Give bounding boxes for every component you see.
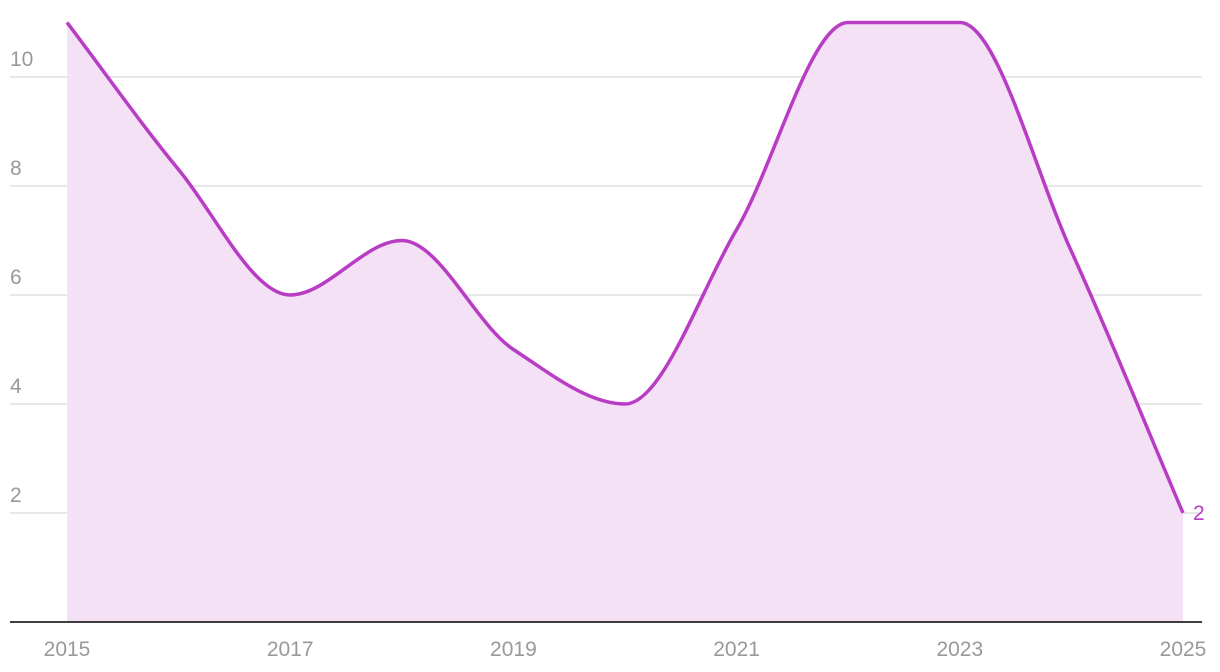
- x-tick-label: 2017: [267, 638, 314, 661]
- x-tick-label: 2021: [713, 638, 760, 661]
- y-tick-label: 8: [10, 157, 22, 180]
- x-tick-label: 2015: [44, 638, 91, 661]
- y-tick-label: 6: [10, 266, 22, 289]
- y-tick-label: 4: [10, 375, 22, 398]
- area: [67, 22, 1183, 623]
- value-label: 2: [1193, 502, 1205, 525]
- y-tick-label: 10: [10, 48, 33, 71]
- x-tick-label: 2023: [936, 638, 983, 661]
- y-tick-label: 2: [10, 484, 22, 507]
- line: [65, 20, 1185, 514]
- x-tick-label: 2025: [1160, 638, 1207, 661]
- x-tick-label: 2019: [490, 638, 537, 661]
